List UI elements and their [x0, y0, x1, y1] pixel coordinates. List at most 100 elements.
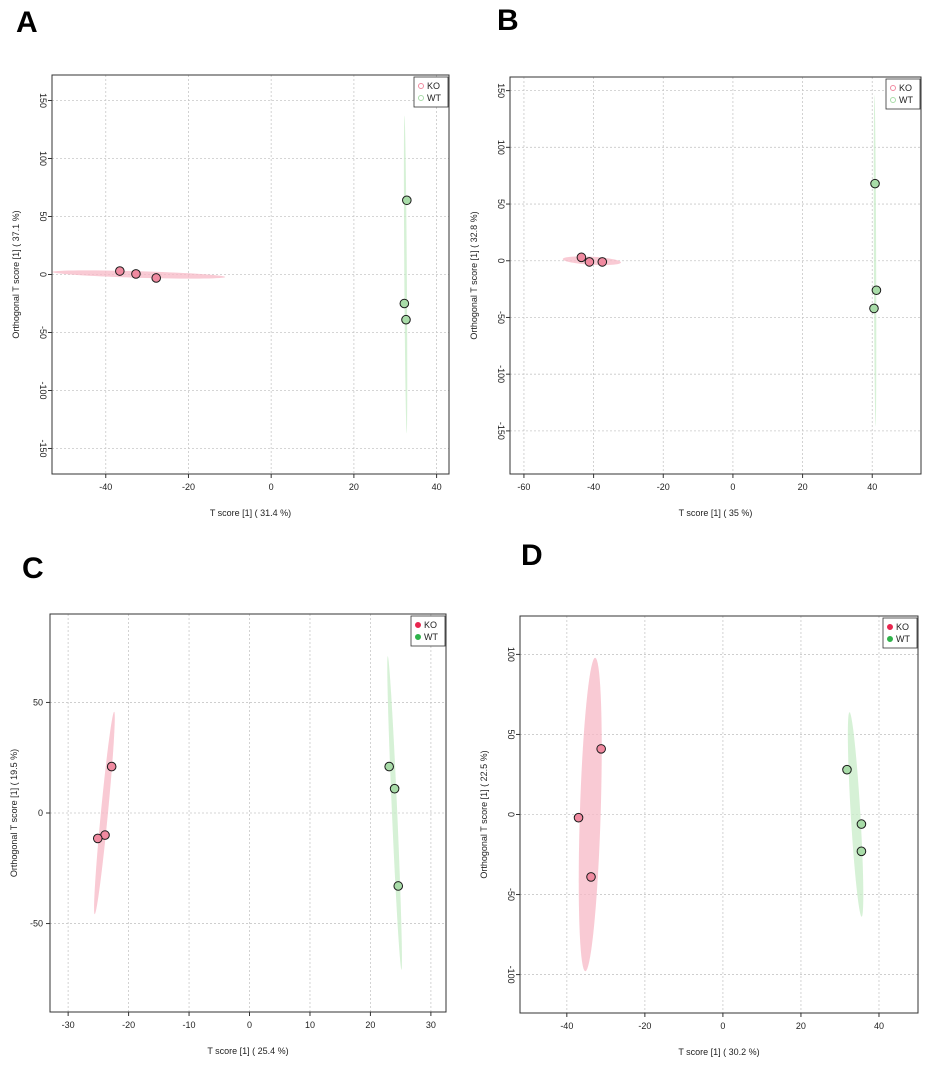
- legend: KO WT: [885, 78, 921, 110]
- y-tick-label: 0: [506, 812, 516, 817]
- x-tick-label: 0: [247, 1020, 252, 1030]
- x-tick-label: -60: [517, 482, 530, 492]
- x-tick-label: -10: [183, 1020, 196, 1030]
- data-point-wt: [842, 764, 852, 775]
- legend-marker-wt: [415, 634, 421, 640]
- x-tick-label: -20: [657, 482, 670, 492]
- y-tick-label: 50: [506, 729, 516, 739]
- panel-letter: D: [521, 539, 543, 572]
- confidence-ellipse-wt: [847, 712, 864, 917]
- data-point-ko: [586, 872, 596, 882]
- panel-letter: A: [16, 6, 38, 39]
- legend-label-ko: KO: [899, 83, 912, 93]
- data-point-wt: [871, 285, 882, 296]
- data-point-wt: [856, 846, 867, 857]
- legend-marker-ko: [887, 624, 893, 630]
- data-point-ko: [92, 833, 103, 844]
- legend-box: [882, 617, 918, 649]
- legend-marker-wt: [887, 636, 893, 642]
- x-tick-label: -20: [182, 482, 195, 492]
- confidence-ellipse-ko: [578, 657, 602, 972]
- x-tick-label: 30: [426, 1020, 436, 1030]
- confidence-ellipse-wt: [873, 95, 877, 427]
- legend-marker-wt: [418, 95, 424, 101]
- y-tick-label: -100: [506, 966, 516, 984]
- x-axis-label: T score [1] ( 31.4 %): [210, 508, 291, 518]
- y-axis-label: Orthogonal T score [1] ( 22.5 %): [479, 750, 489, 878]
- y-tick-label: -150: [496, 422, 506, 440]
- x-tick-label: 0: [720, 1021, 725, 1031]
- data-point-wt: [384, 761, 394, 772]
- x-tick-label: -20: [638, 1021, 651, 1031]
- data-point-wt: [399, 298, 410, 309]
- data-point-ko: [131, 269, 141, 279]
- x-axis-label: T score [1] ( 35 %): [679, 508, 753, 518]
- data-point-ko: [573, 812, 584, 823]
- data-point-wt: [393, 881, 404, 891]
- x-axis-label: T score [1] ( 30.2 %): [678, 1047, 759, 1057]
- x-tick-label: 40: [874, 1021, 884, 1031]
- data-point-ko: [115, 266, 125, 276]
- y-axis-label: Orthogonal T score [1] ( 32.8 %): [469, 211, 479, 339]
- x-tick-label: -40: [587, 482, 600, 492]
- legend: KO WT: [882, 617, 918, 649]
- y-tick-label: 100: [506, 647, 516, 662]
- data-point-wt: [870, 178, 880, 189]
- x-tick-label: 20: [365, 1020, 375, 1030]
- legend-label-ko: KO: [896, 622, 909, 632]
- data-point-wt: [869, 303, 879, 314]
- panel-d: D -40 -20 0 20 40 -100 -50 0 50 100 T score [1] ( 3…: [479, 539, 919, 1057]
- y-tick-label: 50: [38, 211, 48, 221]
- legend-box: [885, 78, 921, 110]
- y-tick-label: 100: [38, 151, 48, 166]
- legend-label-ko: KO: [424, 620, 437, 630]
- y-tick-label: -50: [496, 311, 506, 324]
- x-tick-label: 0: [730, 482, 735, 492]
- legend-label-wt: WT: [899, 95, 913, 105]
- x-tick-label: -40: [560, 1021, 573, 1031]
- legend-marker-ko: [890, 85, 896, 91]
- y-tick-label: 150: [496, 83, 506, 98]
- panel-b: B -60 -40 -20 0 20 40 -150 -100 -50 0 50 100 150 T sco…: [469, 4, 922, 518]
- x-tick-label: 20: [796, 1021, 806, 1031]
- legend-marker-ko: [415, 622, 421, 628]
- data-point-wt: [856, 819, 867, 829]
- confidence-ellipse-wt: [403, 115, 408, 434]
- legend-label-wt: WT: [427, 93, 441, 103]
- x-tick-label: -20: [122, 1020, 135, 1030]
- x-tick-label: 40: [867, 482, 877, 492]
- data-point-ko: [597, 257, 608, 267]
- legend-marker-wt: [890, 97, 896, 103]
- data-point-ko: [584, 257, 595, 267]
- y-tick-label: 50: [33, 697, 43, 707]
- legend: KO WT: [410, 615, 446, 647]
- plot-frame: [509, 76, 922, 475]
- y-tick-label: -50: [30, 919, 43, 929]
- legend: KO WT: [413, 76, 449, 108]
- data-point-wt: [389, 783, 400, 794]
- x-axis-label: T score [1] ( 25.4 %): [207, 1046, 288, 1056]
- y-tick-label: 0: [38, 808, 43, 818]
- legend-marker-ko: [418, 83, 424, 89]
- confidence-ellipse-wt: [387, 656, 402, 970]
- data-point-ko: [106, 761, 117, 772]
- y-tick-label: 0: [496, 258, 506, 263]
- y-tick-label: -50: [38, 326, 48, 339]
- y-tick-label: 0: [38, 272, 48, 277]
- data-point-wt: [401, 314, 411, 325]
- x-tick-label: 20: [798, 482, 808, 492]
- y-tick-label: -100: [38, 381, 48, 399]
- data-point-ko: [596, 744, 606, 754]
- legend-label-ko: KO: [427, 81, 440, 91]
- y-tick-label: 50: [496, 199, 506, 209]
- panel-c: C -30 -20 -10 0 10 20 30 -50 0 50 T score [1] ( 25.…: [9, 552, 447, 1056]
- x-tick-label: 10: [305, 1020, 315, 1030]
- data-point-ko: [576, 252, 587, 263]
- ellipse-layer: [578, 657, 864, 972]
- x-tick-label: 40: [432, 482, 442, 492]
- legend-label-wt: WT: [896, 634, 910, 644]
- y-tick-label: -150: [38, 439, 48, 457]
- panel-a: A -40 -20 0 20 40 -150 -100 -50 0 50 100 150 T score …: [11, 6, 450, 518]
